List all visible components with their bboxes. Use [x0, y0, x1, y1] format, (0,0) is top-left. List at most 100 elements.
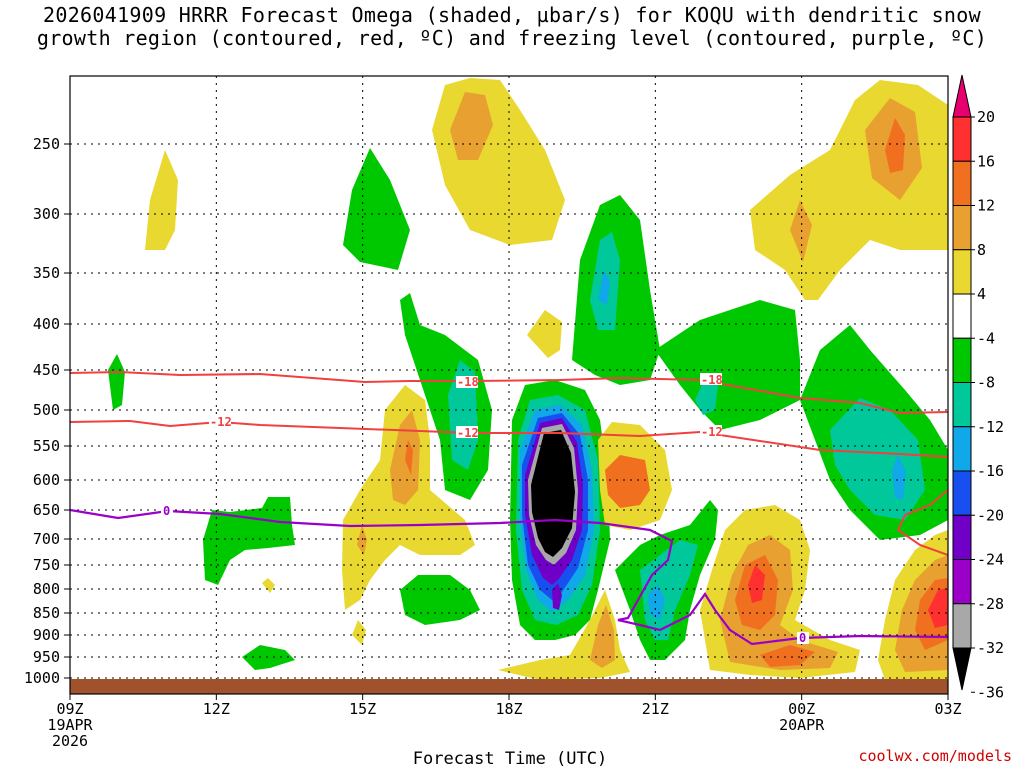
- colorbar-swatch: [952, 603, 972, 649]
- colorbar-swatch: [952, 160, 972, 206]
- omega-region: [405, 440, 413, 475]
- colorbar: 20 16 12 8 4 -4 -8 -12 -16 -20 -24 -28 -32 -36: [952, 74, 1004, 701]
- x-tick-label: 18Z: [495, 700, 522, 718]
- ground-strip: [70, 679, 948, 694]
- contour-labels: -18 -12 -12 -18 -12 0 0: [161, 373, 809, 645]
- x-tick-date: 20APR: [779, 716, 825, 734]
- y-tick-label: 300: [33, 205, 60, 223]
- omega-region: [343, 148, 410, 270]
- colorbar-label: 20: [977, 108, 995, 126]
- colorbar-swatch: [952, 337, 972, 383]
- snow-growth-contour-minus18: [70, 370, 948, 415]
- y-tick-label: 250: [33, 135, 60, 153]
- colorbar-swatch: [952, 559, 972, 605]
- colorbar-label: 12: [977, 197, 995, 215]
- colorbar-label: -32: [977, 639, 1004, 657]
- colorbar-swatch: [952, 426, 972, 472]
- clabel-bg: [161, 505, 173, 517]
- omega-region: [648, 585, 665, 620]
- x-tick-label: 15Z: [349, 700, 376, 718]
- omega-region: [598, 270, 610, 305]
- omega-region: [450, 92, 493, 160]
- y-tick-label: 400: [33, 315, 60, 333]
- omega-region: [352, 620, 366, 645]
- omega-region: [432, 78, 565, 245]
- omega-region: [357, 525, 367, 555]
- clabel-minus12-center: -12: [457, 426, 479, 440]
- omega-region: [695, 378, 718, 415]
- colorbar-label: 16: [977, 152, 995, 170]
- omega-region: [748, 565, 765, 603]
- colorbar-label: -20: [977, 506, 1004, 524]
- y-tick-label: 650: [33, 501, 60, 519]
- chart-title: 2026041909 HRRR Forecast Omega (shaded, …: [0, 4, 1024, 50]
- omega-region: [928, 588, 948, 628]
- credit-text: coolwx.com/models: [858, 747, 1012, 765]
- x-tick-label: 00Z: [788, 700, 815, 718]
- y-tick-label: 600: [33, 471, 60, 489]
- colorbar-swatch: [952, 470, 972, 516]
- colorbar-swatch: [952, 382, 972, 428]
- omega-region: [527, 310, 562, 358]
- gridlines: [70, 76, 948, 694]
- y-tick-label: 700: [33, 530, 60, 548]
- colorbar-swatch: [952, 293, 972, 339]
- clabel-minus18-east: -18: [701, 373, 723, 387]
- x-tick-date: 19APR: [47, 716, 93, 734]
- colorbar-label: 4: [977, 285, 986, 303]
- clabel-bg: [209, 416, 231, 428]
- x-tick-label: 03Z: [934, 700, 961, 718]
- clabel-minus18-west: -18: [457, 375, 479, 389]
- y-tick-label: 800: [33, 580, 60, 598]
- colorbar-swatch: [952, 205, 972, 251]
- omega-region: [262, 578, 275, 593]
- y-tick-label: 500: [33, 401, 60, 419]
- colorbar-label: -36: [977, 683, 1004, 701]
- colorbar-swatch: [952, 74, 972, 118]
- y-tick-label: 900: [33, 626, 60, 644]
- omega-region: [242, 645, 295, 670]
- clabel-bg: [456, 426, 478, 438]
- clabel-bg: [700, 425, 722, 437]
- omega-region: [203, 497, 295, 585]
- colorbar-swatch: [952, 249, 972, 295]
- y-tick-label: 750: [33, 556, 60, 574]
- colorbar-label: -24: [977, 551, 1004, 569]
- clabel-freezing-west: 0: [163, 504, 170, 518]
- freezing-level-contour: [70, 508, 948, 646]
- x-tick-year: 2026: [52, 732, 88, 750]
- x-tick-label: 21Z: [642, 700, 669, 718]
- clabel-freezing-east: 0: [799, 631, 806, 645]
- y-tick-label: 1000: [24, 669, 60, 687]
- snow-growth-contour-minus12-east: [896, 489, 948, 556]
- colorbar-label: -16: [977, 462, 1004, 480]
- clabel-bg: [700, 373, 722, 385]
- colorbar-swatch: [952, 647, 972, 691]
- colorbar-label: 8: [977, 241, 986, 259]
- colorbar-swatch: [952, 514, 972, 560]
- y-axis: 250 300 350 400 450 500 550 600 650 700 750 800 850 9…: [24, 135, 70, 687]
- clabel-minus12-west: -12: [210, 415, 232, 429]
- clabel-bg: [456, 376, 478, 388]
- chart-title-line2: growth region (contoured, red, ºC) and f…: [36, 26, 988, 50]
- y-tick-label: 950: [33, 648, 60, 666]
- clabel-minus12-east: -12: [701, 425, 723, 439]
- omega-region: [145, 150, 178, 250]
- omega-region: [108, 354, 125, 410]
- colorbar-swatch: [952, 116, 972, 162]
- omega-region: [400, 575, 480, 625]
- colorbar-label: -12: [977, 418, 1004, 436]
- x-tick-label: 09Z: [56, 700, 83, 718]
- omega-region: [750, 80, 948, 300]
- omega-region: [390, 410, 420, 505]
- x-axis-label: Forecast Time (UTC): [413, 749, 607, 768]
- x-tick-label: 12Z: [203, 700, 230, 718]
- colorbar-label: -28: [977, 595, 1004, 613]
- colorbar-label: -4: [977, 329, 995, 347]
- omega-region: [655, 300, 800, 430]
- colorbar-label: -8: [977, 374, 995, 392]
- chart-title-line1: 2026041909 HRRR Forecast Omega (shaded, …: [43, 3, 981, 27]
- omega-region: [552, 583, 562, 610]
